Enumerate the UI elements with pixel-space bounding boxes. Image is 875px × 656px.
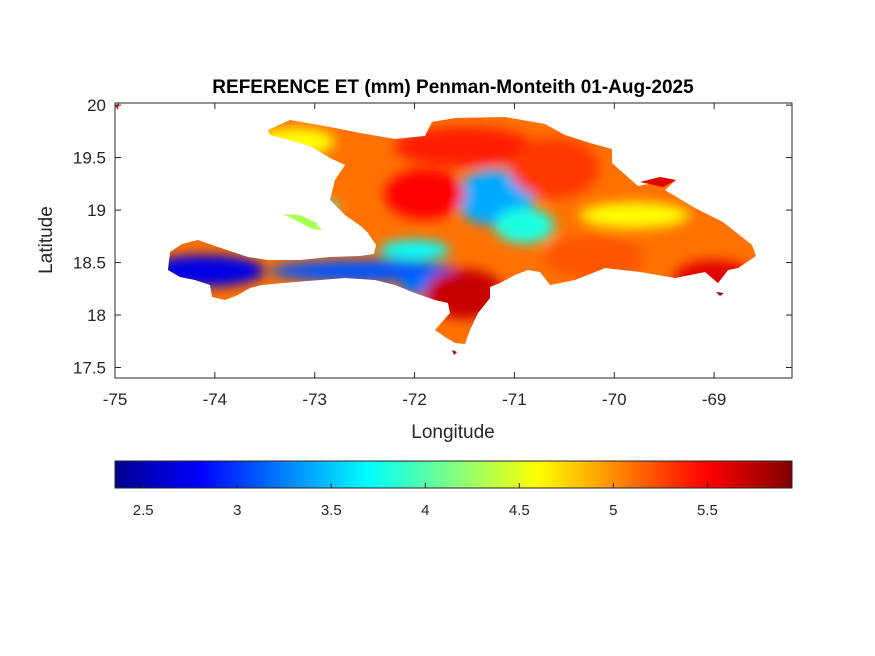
saona-speck bbox=[716, 292, 724, 296]
x-tick-label: -74 bbox=[203, 390, 228, 409]
x-tick-label: -75 bbox=[103, 390, 128, 409]
x-tick-label: -72 bbox=[402, 390, 427, 409]
et-region-4 bbox=[494, 207, 555, 244]
y-tick-label: 17.5 bbox=[73, 359, 106, 378]
x-tick-label: -70 bbox=[602, 390, 627, 409]
y-tick-label: 20 bbox=[87, 96, 106, 115]
chart-title: REFERENCE ET (mm) Penman-Monteith 01-Aug… bbox=[212, 77, 694, 98]
colorbar-tick-label: 3 bbox=[233, 502, 241, 519]
plot-frame bbox=[114, 102, 793, 379]
x-tick-label: -69 bbox=[702, 390, 727, 409]
et-region-5 bbox=[379, 239, 450, 260]
colorbar-tick-label: 4 bbox=[421, 502, 429, 519]
colorbar-tick-label: 2.5 bbox=[133, 502, 154, 519]
et-region-11 bbox=[384, 169, 465, 220]
gonave-island bbox=[283, 214, 322, 230]
colorbar-tick-label: 5 bbox=[609, 502, 617, 519]
et-region-8 bbox=[579, 202, 690, 229]
x-tick-label: -73 bbox=[302, 390, 327, 409]
et-region-1 bbox=[269, 259, 460, 282]
y-axis: 17.5 18 18.5 19 19.5 20 bbox=[73, 96, 792, 378]
et-region-9 bbox=[544, 235, 645, 280]
y-tick-label: 18 bbox=[87, 306, 106, 325]
colorbar bbox=[114, 460, 793, 489]
x-tick-label: -71 bbox=[502, 390, 527, 409]
colorbar-tick-label: 3.5 bbox=[321, 502, 342, 519]
y-tick-label: 19 bbox=[87, 201, 106, 220]
north-cape bbox=[640, 177, 676, 187]
et-region-14 bbox=[509, 138, 600, 199]
colorbar-ticks: 2.5 3 3.5 4 4.5 5 5.5 bbox=[133, 483, 718, 519]
y-tick-label: 18.5 bbox=[73, 254, 106, 273]
y-tick-label: 19.5 bbox=[73, 149, 106, 168]
y-axis-label: Latitude bbox=[36, 206, 57, 274]
et-region-10 bbox=[394, 127, 535, 168]
colorbar-tick-label: 5.5 bbox=[697, 502, 718, 519]
x-axis: -75 -74 -73 -72 -71 -70 -69 bbox=[103, 103, 727, 409]
beata-speck bbox=[452, 350, 457, 355]
colorbar-tick-label: 4.5 bbox=[509, 502, 530, 519]
x-axis-label: Longitude bbox=[411, 422, 494, 443]
